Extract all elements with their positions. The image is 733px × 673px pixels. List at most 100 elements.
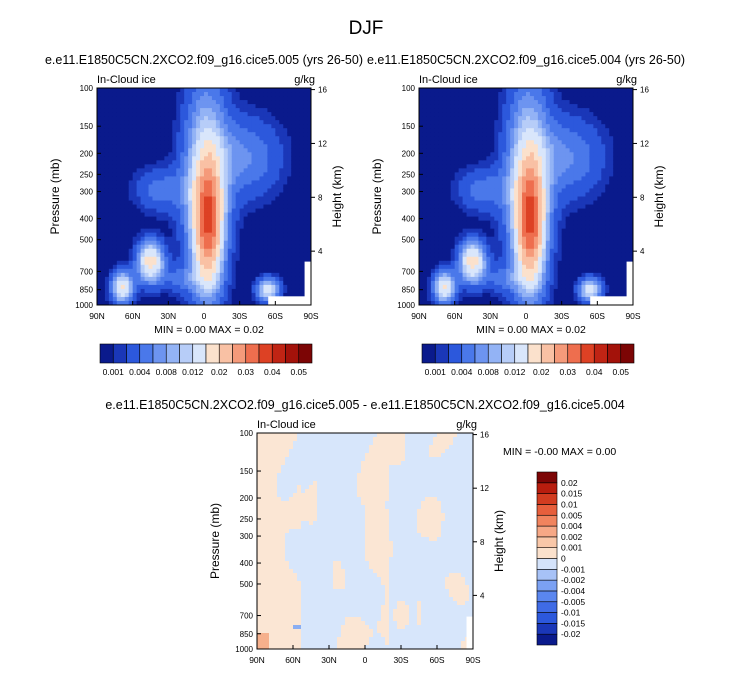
field-cell [529,288,535,294]
field-cell [168,180,173,185]
field-cell [287,220,292,226]
field-cell [140,192,145,197]
field-cell [426,148,432,153]
field-cell [144,204,149,209]
field-cell [518,296,523,302]
field-cell [502,96,507,101]
field-cell [239,292,245,298]
field-cell [215,228,221,234]
field-cell [271,156,276,161]
field-cell [482,152,487,157]
field-cell [438,196,444,201]
field-cell [510,244,515,250]
field-cell [148,136,153,141]
field-cell [164,240,169,246]
field-cell [263,220,268,226]
field-cell [192,128,197,133]
field-cell [494,300,499,306]
field-cell [112,228,118,234]
field-cell [533,196,539,201]
field-cell [279,244,284,250]
field-cell [446,280,452,286]
field-cell [533,172,539,177]
field-cell [243,144,248,149]
field-cell [450,252,456,258]
field-cell [247,88,252,93]
field-cell [458,156,463,161]
field-cell [549,204,555,209]
field-cell [466,156,471,161]
field-cell [299,128,304,133]
field-cell [549,148,555,153]
field-cell [533,280,539,286]
field-cell [180,92,185,97]
field-cell [295,92,300,97]
field-cell [506,236,511,242]
field-cell [442,208,448,213]
field-cell [251,160,256,165]
field-cell [518,124,523,129]
field-cell [283,140,288,145]
field-cell [160,268,165,274]
field-cell [120,296,126,302]
field-cell [299,240,304,246]
field-cell [207,244,213,250]
field-cell [180,244,185,250]
field-cell [148,268,153,274]
field-cell [526,196,531,201]
field-cell [124,284,130,290]
field-cell [104,132,110,137]
field-cell [247,112,252,117]
field-cell [545,120,551,125]
field-cell [156,152,161,157]
field-cell [215,160,221,165]
colorbar-label: 0.008 [156,367,178,377]
field-cell [259,228,264,234]
field-cell [541,140,547,145]
field-cell [144,136,149,141]
field-cell [450,116,456,121]
field-cell [434,92,440,97]
field-cell [561,240,567,246]
field-cell [112,104,118,109]
field-cell [172,212,177,217]
field-cell [239,224,245,230]
field-cell [299,156,304,161]
field-cell [279,124,284,129]
field-cell [184,168,189,173]
field-cell [211,264,217,270]
field-cell [474,108,479,113]
field-cell [430,284,436,290]
field-cell [438,140,444,145]
field-cell [450,248,456,254]
field-cell [100,220,106,226]
field-cell [172,180,177,185]
field-cell [168,212,173,217]
field-cell [510,220,515,226]
field-cell [223,188,229,193]
field-cell [533,128,539,133]
field-cell [188,232,193,238]
field-cell [247,172,252,177]
field-cell [486,96,491,101]
field-cell [283,220,288,226]
field-cell [537,204,543,209]
field-cell [215,124,221,129]
field-cell [215,172,221,177]
field-cell [259,224,264,230]
field-cell [120,276,126,282]
field-cell [486,108,491,113]
field-cell [192,132,197,137]
field-cell [419,128,424,133]
field-cell [140,252,145,258]
field-cell [466,276,471,282]
field-cell [192,196,197,201]
field-cell [176,132,181,137]
field-cell [494,180,499,185]
field-cell [283,272,288,278]
field-cell [176,252,181,258]
field-cell [97,188,102,193]
field-cell [259,240,264,246]
field-cell [184,300,189,306]
field-cell [299,104,304,109]
